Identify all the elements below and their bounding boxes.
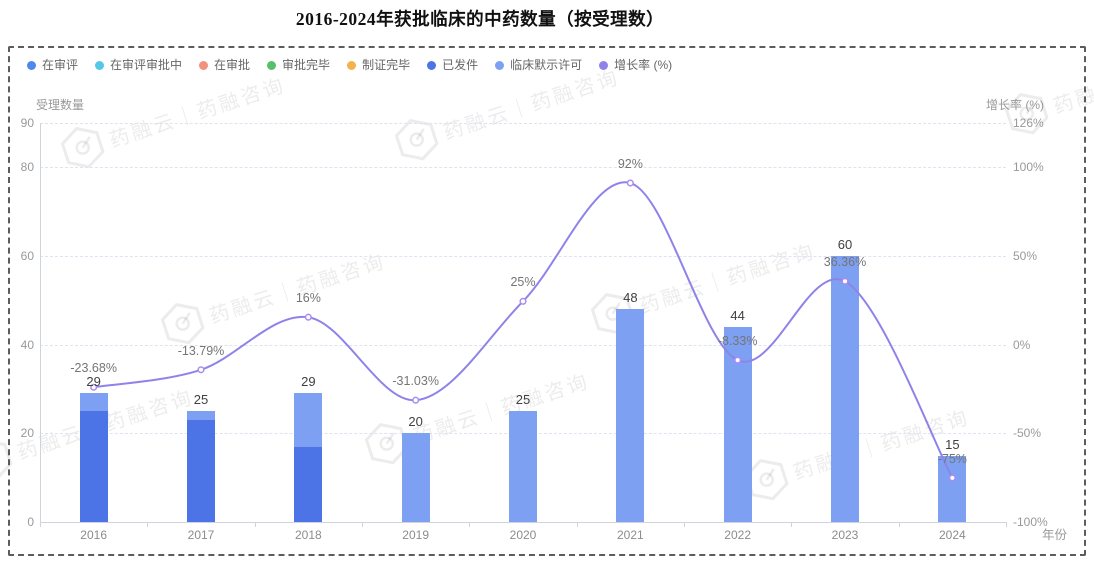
x-axis-tick bbox=[362, 522, 363, 527]
x-axis-category-label[interactable]: 2021 bbox=[616, 528, 644, 542]
legend-dot-icon bbox=[95, 60, 105, 70]
legend-item-3[interactable]: 在审批 bbox=[199, 58, 250, 72]
bar-value-label: 25 bbox=[193, 392, 209, 408]
legend-item-label: 已发件 bbox=[442, 58, 479, 72]
bar-value-label: 29 bbox=[301, 374, 316, 390]
legend-item-label: 制证完毕 bbox=[362, 58, 411, 72]
bar-segment-2017[interactable] bbox=[187, 411, 215, 421]
x-axis-tick bbox=[684, 522, 685, 527]
legend-dot-icon bbox=[495, 60, 505, 70]
legend-dot-icon bbox=[267, 60, 277, 70]
bar-segment-2017[interactable] bbox=[187, 420, 215, 522]
x-axis-tick bbox=[40, 522, 41, 527]
left-axis-tick-label: 0 bbox=[27, 515, 34, 529]
right-axis-title: 增长率 (%) bbox=[986, 98, 1044, 112]
bar-value-label: 15 bbox=[945, 436, 960, 452]
bar-segment-2016[interactable] bbox=[79, 411, 108, 522]
left-axis-title: 受理数量 bbox=[36, 98, 85, 112]
legend-item-label: 在审批 bbox=[214, 58, 251, 72]
x-axis-category-label[interactable]: 2018 bbox=[294, 528, 322, 542]
right-axis-tick-label: 126% bbox=[1013, 116, 1044, 130]
bar-value-label: 20 bbox=[408, 414, 423, 430]
x-axis-line bbox=[40, 522, 1006, 523]
x-axis-category-label[interactable]: 2024 bbox=[938, 528, 966, 542]
bar-segment-2018[interactable] bbox=[294, 393, 323, 447]
right-axis-tick-label: 50% bbox=[1013, 249, 1038, 263]
right-axis-tick-label: -50% bbox=[1013, 426, 1042, 441]
x-axis-tick bbox=[791, 522, 793, 527]
left-axis-tick-label: 60 bbox=[20, 249, 34, 263]
legend-item-label: 审批完毕 bbox=[282, 58, 331, 72]
legend-dot-icon bbox=[199, 60, 209, 70]
growth-rate-label: 36.36% bbox=[823, 255, 867, 270]
left-axis-tick-label: 80 bbox=[20, 160, 34, 175]
legend-item-5[interactable]: 制证完毕 bbox=[347, 58, 410, 72]
x-axis-tick bbox=[147, 522, 149, 527]
right-axis-tick-label: -100% bbox=[1013, 515, 1048, 529]
growth-rate-label: -23.68% bbox=[70, 361, 117, 376]
legend-item-1[interactable]: 在审评 bbox=[27, 58, 78, 72]
legend-item-2[interactable]: 在审评审批中 bbox=[95, 58, 182, 72]
right-axis-tick-label: 100% bbox=[1013, 160, 1044, 175]
gridline bbox=[40, 123, 1006, 124]
x-axis-category-label[interactable]: 2022 bbox=[724, 528, 751, 542]
legend-item-label: 增长率 (%) bbox=[614, 58, 673, 72]
x-axis-tick bbox=[254, 522, 256, 527]
page-title: 2016-2024年获批临床的中药数量（按受理数） bbox=[295, 9, 665, 29]
legend-item-6[interactable]: 已发件 bbox=[427, 58, 478, 72]
bar-segment-2016[interactable] bbox=[79, 393, 108, 412]
legend-dot-icon bbox=[347, 60, 357, 70]
growth-rate-label: -75% bbox=[937, 451, 967, 466]
bar-value-label: 48 bbox=[623, 290, 638, 306]
left-axis-tick-label: 40 bbox=[20, 337, 34, 352]
x-axis-category-label[interactable]: 2017 bbox=[187, 528, 215, 542]
bar-segment-2022[interactable] bbox=[723, 326, 752, 522]
growth-rate-label: 92% bbox=[617, 157, 643, 172]
left-axis-tick-label: 20 bbox=[20, 426, 34, 441]
legend-item-label: 在审评 bbox=[42, 58, 79, 72]
right-axis-tick-label: 0% bbox=[1013, 337, 1031, 352]
legend-item-label: 在审评审批中 bbox=[110, 58, 183, 72]
left-axis-tick-label: 90 bbox=[20, 116, 34, 130]
bar-value-label: 29 bbox=[86, 374, 101, 390]
bar-segment-2018[interactable] bbox=[294, 446, 323, 522]
growth-rate-label: -13.79% bbox=[177, 343, 225, 358]
legend-dot-icon bbox=[427, 60, 437, 70]
x-axis-category-label[interactable]: 2016 bbox=[80, 528, 107, 542]
growth-rate-label: -8.33% bbox=[717, 334, 758, 349]
x-axis-title: 年份 bbox=[1042, 528, 1068, 542]
legend-item-4[interactable]: 审批完毕 bbox=[267, 58, 330, 72]
legend: 在审评 在审评审批中 在审批 审批完毕 制证完毕 已发件 临床默示许可 增长率 (%) bbox=[27, 58, 672, 72]
bar-segment-2023[interactable] bbox=[831, 256, 859, 522]
legend-item-8[interactable]: 增长率 (%) bbox=[599, 58, 672, 72]
growth-rate-label: 16% bbox=[295, 291, 321, 306]
legend-dot-icon bbox=[599, 60, 609, 70]
bar-segment-2020[interactable] bbox=[509, 411, 537, 522]
x-axis-tick bbox=[1006, 522, 1007, 527]
bar-value-label: 25 bbox=[515, 392, 531, 408]
x-axis-category-label[interactable]: 2020 bbox=[509, 528, 537, 542]
y-axis-line bbox=[40, 123, 41, 522]
gridline bbox=[40, 167, 1006, 169]
chart-panel-border bbox=[8, 46, 1086, 556]
legend-item-label: 临床默示许可 bbox=[510, 58, 583, 72]
growth-rate-label: 25% bbox=[510, 275, 536, 290]
bar-value-label: 44 bbox=[730, 307, 745, 323]
x-axis-category-label[interactable]: 2019 bbox=[402, 528, 429, 542]
x-axis-tick bbox=[469, 522, 471, 527]
bar-segment-2019[interactable] bbox=[401, 433, 430, 522]
bar-value-label: 60 bbox=[837, 237, 853, 252]
x-axis-category-label[interactable]: 2023 bbox=[831, 528, 859, 542]
legend-dot-icon bbox=[27, 60, 36, 70]
bar-segment-2021[interactable] bbox=[616, 309, 645, 522]
growth-rate-label: -31.03% bbox=[392, 374, 439, 389]
x-axis-tick bbox=[576, 522, 578, 527]
x-axis-tick bbox=[898, 522, 900, 527]
legend-item-7[interactable]: 临床默示许可 bbox=[495, 58, 582, 72]
